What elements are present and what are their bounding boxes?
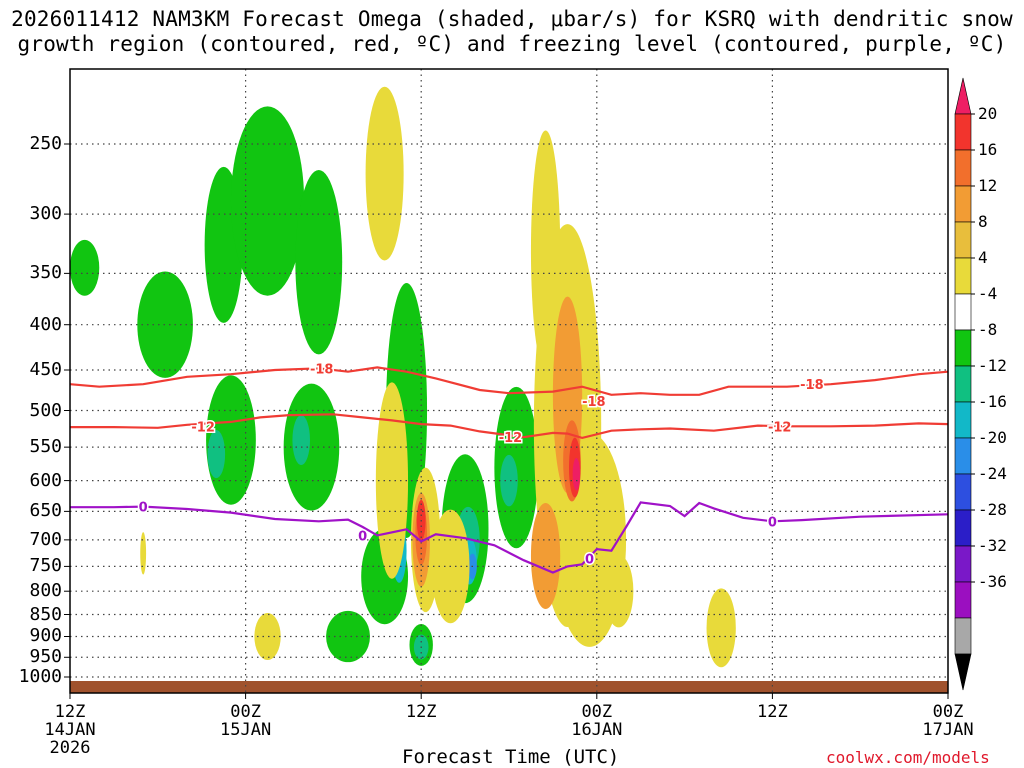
colorbar-swatch-1 xyxy=(954,113,972,151)
colorbar xyxy=(954,77,975,691)
contour-0-2 xyxy=(70,501,949,574)
pressure-label-750: 750 xyxy=(29,555,62,577)
plot-frame xyxy=(69,68,949,694)
colorbar-label-2: 12 xyxy=(978,176,998,195)
time-label-0-0: 12Z xyxy=(54,702,86,722)
pressure-label-1000: 1000 xyxy=(18,666,62,687)
colorbar-swatch-9 xyxy=(954,401,972,439)
colorbar-label-13: -36 xyxy=(978,572,1007,591)
time-label-1-0: 00Z xyxy=(230,702,261,722)
pressure-label-800: 800 xyxy=(29,580,62,602)
omega-region-28 xyxy=(604,555,634,628)
time-label-1-1: 15JAN xyxy=(220,720,272,740)
omega-region-31 xyxy=(140,532,147,575)
omega-region-14 xyxy=(292,415,310,466)
colorbar-bottom-arrow xyxy=(954,653,972,691)
pressure-label-400: 400 xyxy=(29,313,62,335)
omega-region-6 xyxy=(283,383,340,511)
omega-region-22 xyxy=(375,382,409,579)
omega-region-34 xyxy=(530,502,561,610)
pressure-label-450: 450 xyxy=(29,358,62,380)
colorbar-label-3: 8 xyxy=(978,212,988,231)
colorbar-swatch-6 xyxy=(954,293,972,331)
omega-shading xyxy=(70,86,736,668)
colorbar-swatch-13 xyxy=(954,545,972,583)
grid-lines xyxy=(70,69,948,693)
contour-label-4: -12 xyxy=(499,431,523,446)
colorbar-swatch-4 xyxy=(954,221,972,259)
colorbar-swatch-14 xyxy=(954,581,972,619)
contour-label-6: 0 xyxy=(139,501,148,516)
contour-label-7: 0 xyxy=(358,529,367,544)
colorbar-swatch-12 xyxy=(954,509,972,547)
contour-label-1: -18 xyxy=(582,395,606,410)
time-label-3-0: 00Z xyxy=(581,702,613,722)
colorbar-label-5: -4 xyxy=(978,284,998,303)
contour--12-1 xyxy=(70,413,949,440)
colorbar-label-4: 4 xyxy=(978,248,988,267)
contour-label-9: 0 xyxy=(768,515,777,530)
colorbar-swatch-5 xyxy=(954,257,972,295)
omega-region-0 xyxy=(70,239,100,296)
colorbar-label-7: -12 xyxy=(978,356,1007,375)
time-label-2-0: 12Z xyxy=(405,702,437,722)
omega-region-1 xyxy=(137,271,193,378)
pressure-label-300: 300 xyxy=(29,203,62,225)
colorbar-swatch-7 xyxy=(954,329,972,367)
pressure-label-350: 350 xyxy=(29,262,62,284)
time-label-0-2: 2026 xyxy=(49,738,91,758)
pressure-label-600: 600 xyxy=(29,469,62,491)
colorbar-label-9: -20 xyxy=(978,428,1007,447)
omega-region-4 xyxy=(295,170,343,355)
colorbar-swatch-10 xyxy=(954,437,972,475)
pressure-label-650: 650 xyxy=(29,500,62,522)
omega-region-11 xyxy=(326,610,370,663)
colorbar-label-0: 20 xyxy=(978,104,998,123)
time-label-5-1: 17JAN xyxy=(922,720,974,740)
contour-label-8: 0 xyxy=(585,553,594,568)
colorbar-label-11: -28 xyxy=(978,500,1007,519)
pressure-label-700: 700 xyxy=(29,528,62,550)
omega-region-16 xyxy=(500,454,518,507)
contour-label-3: -12 xyxy=(191,420,215,435)
colorbar-swatch-3 xyxy=(954,185,972,223)
pressure-label-500: 500 xyxy=(29,399,62,421)
ground-strip xyxy=(70,681,948,693)
colorbar-label-6: -8 xyxy=(978,320,998,339)
colorbar-swatch-15 xyxy=(954,617,972,655)
pressure-label-900: 900 xyxy=(29,625,62,647)
time-label-0-1: 14JAN xyxy=(44,720,96,740)
x-axis-title: Forecast Time (UTC) xyxy=(402,746,620,768)
pressure-label-950: 950 xyxy=(29,646,62,668)
pressure-label-550: 550 xyxy=(29,436,62,458)
omega-region-39 xyxy=(572,457,580,491)
pressure-label-850: 850 xyxy=(29,603,62,625)
omega-region-3 xyxy=(230,106,305,296)
contour--18-0 xyxy=(69,366,949,396)
time-label-3-1: 16JAN xyxy=(571,720,623,740)
chart-title-line-2: growth region (contoured, red, ºC) and f… xyxy=(17,32,1007,56)
chart-title-line-1: 2026011412 NAM3KM Forecast Omega (shaded… xyxy=(11,7,1013,31)
colorbar-top-arrow xyxy=(954,77,972,115)
omega-region-13 xyxy=(207,430,226,479)
omega-region-30 xyxy=(254,612,281,661)
time-label-5-0: 00Z xyxy=(932,702,964,722)
contour-label-2: -18 xyxy=(800,378,824,393)
omega-region-21 xyxy=(365,86,404,261)
colorbar-swatch-11 xyxy=(954,473,972,511)
pressure-label-250: 250 xyxy=(29,133,62,154)
time-label-4-0: 12Z xyxy=(757,702,788,722)
credit-link[interactable]: coolwx.com/models xyxy=(826,748,990,767)
colorbar-swatch-8 xyxy=(954,365,972,403)
colorbar-label-8: -16 xyxy=(978,392,1007,411)
colorbar-label-12: -32 xyxy=(978,536,1007,555)
colorbar-label-10: -24 xyxy=(978,464,1007,483)
colorbar-swatch-2 xyxy=(954,149,972,187)
contour-label-5: -12 xyxy=(768,420,792,435)
contour-label-0: -18 xyxy=(310,362,334,377)
omega-region-29 xyxy=(706,588,736,668)
colorbar-label-1: 16 xyxy=(978,140,998,159)
